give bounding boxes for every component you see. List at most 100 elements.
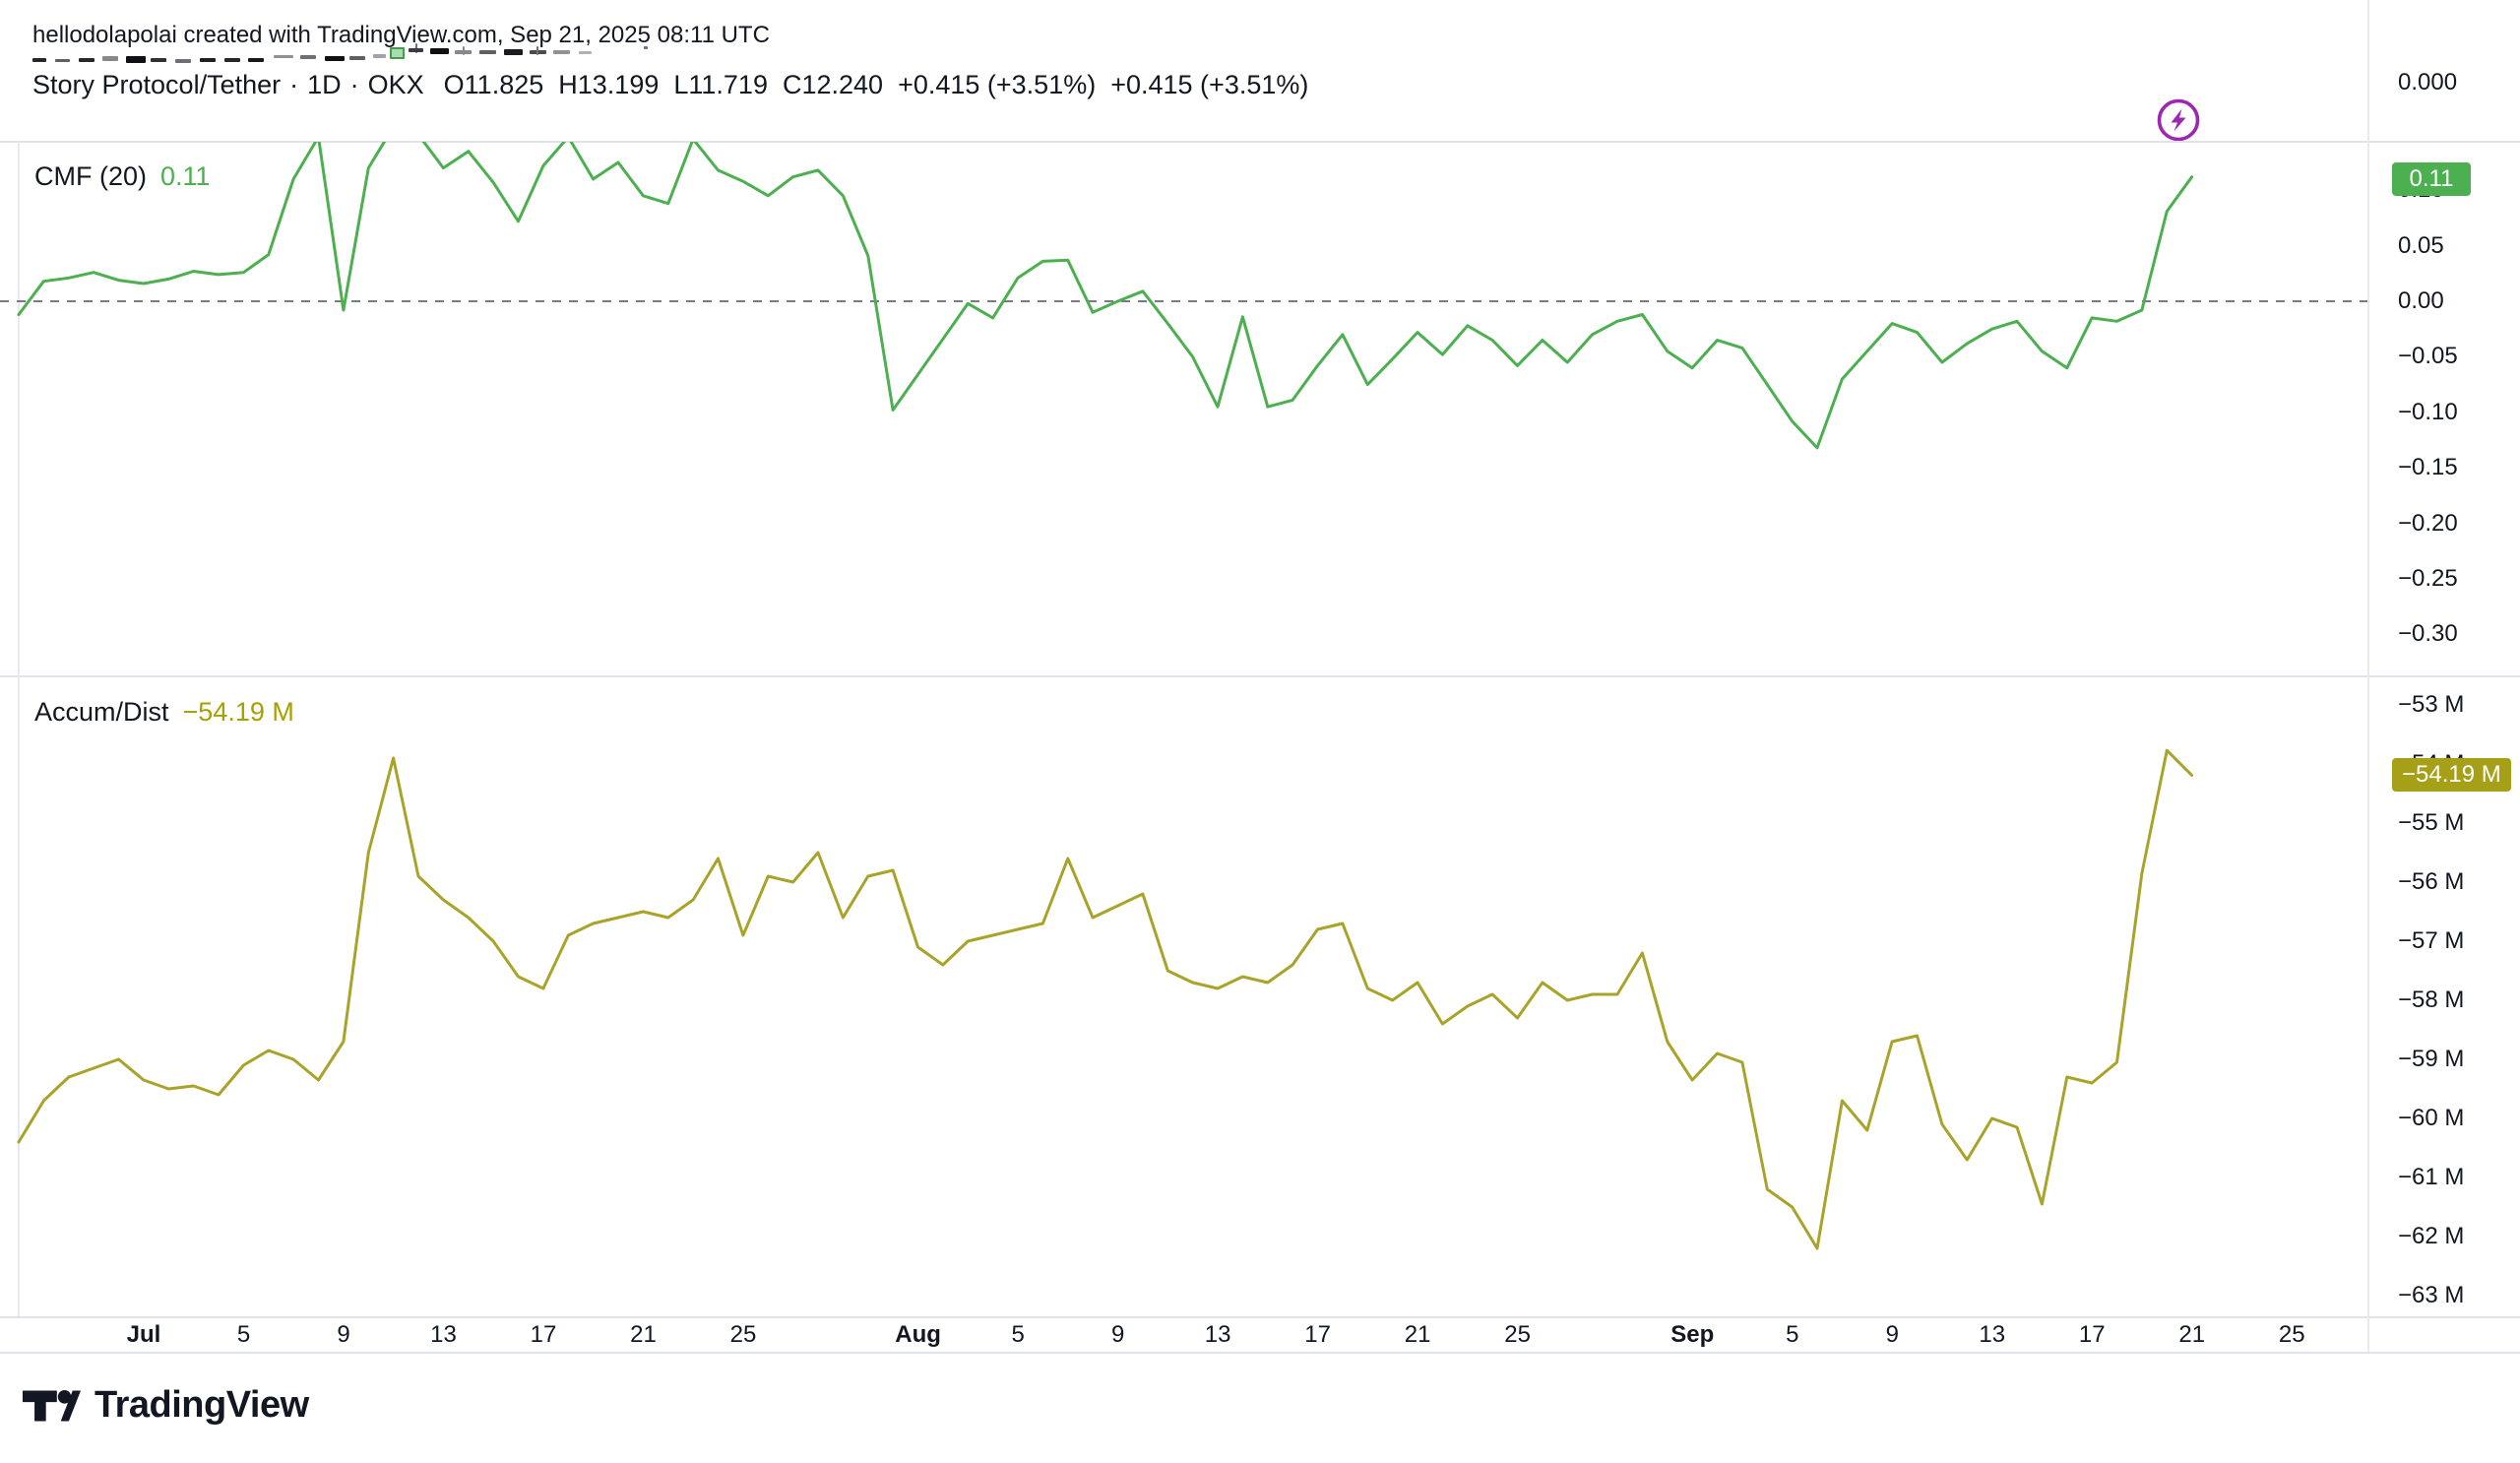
time-tick-label: 17 [2078,1321,2106,1348]
time-tick-label: 25 [2278,1321,2305,1348]
time-tick-label-month: Sep [1670,1321,1715,1348]
accum-axis-tick-label: −57 M [2398,927,2465,954]
divider-accum-timeaxis [0,1316,2520,1318]
candle-remnant [248,58,264,62]
time-tick-label: 13 [1979,1321,2006,1348]
accum-pane-legend[interactable]: Accum/Dist −54.19 M [34,697,294,728]
exchange-label[interactable]: OKX [367,69,424,99]
time-tick-label: 25 [1504,1321,1531,1348]
time-tick-label: 21 [1404,1321,1431,1348]
symbol-name[interactable]: Story Protocol/Tether [32,69,282,99]
time-tick-label: 13 [430,1321,457,1348]
ohlc-high: H13.199 [558,69,660,99]
time-tick-label: 21 [2178,1321,2206,1348]
time-tick-label: 9 [337,1321,350,1348]
time-tick-label: 5 [236,1321,251,1348]
price-change: +0.415 (+3.51%) [898,69,1097,99]
left-pane-border [18,142,20,1316]
cmf-axis-tick-label: −0.30 [2398,620,2458,648]
accum-axis-tick-label: −60 M [2398,1105,2465,1131]
candle-remnant [151,58,166,62]
time-tick-label: 9 [1110,1321,1125,1348]
time-tick-label-month: Aug [895,1321,941,1348]
candle-remnant [349,56,365,60]
cmf-current-value-badge: 0.11 [2392,161,2471,196]
attribution-text: hellodolapolai created with TradingView.… [32,22,770,48]
interval-label[interactable]: 1D [307,69,342,99]
divider-cmf-accum[interactable] [0,675,2520,677]
accum-axis-tick-label: −61 M [2398,1164,2465,1190]
tradingview-logo-icon [22,1389,81,1421]
accum-axis-tick-label: −59 M [2398,1046,2465,1072]
candle-remnant [224,58,240,62]
cmf-axis-tick-label: −0.20 [2398,509,2458,537]
accum-dist-series-line [17,748,2194,1250]
candle-remnant [463,46,465,55]
time-tick-label: 21 [630,1321,657,1348]
price-scale-border[interactable] [2367,0,2369,1352]
accum-axis-tick-label: −55 M [2398,809,2465,836]
candle-remnant [79,58,94,62]
candle-remnant [32,58,46,62]
candle-remnant [644,46,648,49]
candle-remnant [579,51,592,54]
time-tick-label: 5 [1011,1321,1025,1348]
cmf-axis-tick-label: 0.05 [2398,231,2444,259]
candle-remnant [553,50,570,54]
time-tick-label: 13 [1204,1321,1231,1348]
accum-axis-tick-label: −56 M [2398,868,2465,895]
accum-axis-tick-label: −53 M [2398,691,2465,718]
candle-remnant [300,55,316,59]
cmf-pane-legend[interactable]: CMF (20) 0.11 [34,161,211,192]
cmf-axis-tick-label: 0.00 [2398,287,2444,314]
ohlc-close: C12.240 [782,69,884,99]
candle-remnant [102,56,118,61]
accum-axis-tick-label: −58 M [2398,986,2465,1013]
candle-remnant [200,58,216,62]
flash-boost-icon[interactable] [2157,98,2200,142]
separator-dot: · [289,69,299,99]
ohlc-low: L11.719 [673,69,768,99]
candle-remnant [409,48,423,52]
cmf-line-chart[interactable] [0,142,2367,676]
candle-remnant [274,55,293,58]
tradingview-logo[interactable]: TradingView [22,1384,309,1427]
cmf-indicator-value: 0.11 [160,161,211,191]
separator-dot: · [349,69,359,99]
cmf-axis-tick-label: −0.05 [2398,343,2458,370]
tradingview-logo-text: TradingView [94,1384,309,1426]
candle-remnant [126,56,146,63]
cmf-indicator-label[interactable]: CMF (20) [34,161,147,191]
time-tick-label: 25 [729,1321,757,1348]
candle-remnant [175,59,191,63]
accum-axis-tick-label: −63 M [2398,1282,2465,1308]
candle-remnant [504,49,523,55]
cmf-axis-tick-label: −0.15 [2398,454,2458,481]
candle-remnant [373,54,386,58]
candle-remnant [430,48,449,54]
accum-indicator-label[interactable]: Accum/Dist [34,697,169,727]
time-tick-label: 9 [1885,1321,1899,1348]
accum-dist-line-chart[interactable] [0,676,2367,1316]
cmf-axis-tick-label: −0.10 [2398,398,2458,425]
candle-remnant [536,46,538,55]
cmf-series-line [17,142,2194,450]
accum-axis-tick-label: −62 M [2398,1223,2465,1249]
divider-price-cmf[interactable] [0,141,2520,143]
time-tick-label: 17 [1304,1321,1331,1348]
price-change-secondary: +0.415 (+3.51%) [1110,69,1309,99]
ohlc-open: O11.825 [443,69,544,99]
candle-remnant [479,50,496,54]
time-tick-label: 17 [530,1321,557,1348]
price-axis-label[interactable]: 0.000 [2398,69,2458,95]
bottom-border [0,1352,2520,1354]
time-tick-label: 5 [1786,1321,1799,1348]
accum-current-value-badge: −54.19 M [2392,758,2511,793]
time-scale[interactable]: Jul 5 9 13 17 21 25 Aug 5 9 13 17 21 25 Sep 5 9 13 17 21 25 [0,1319,2520,1352]
candle-remnant [325,56,345,61]
price-pane-candle-remnants[interactable] [0,0,2520,69]
cmf-axis-tick-label: −0.25 [2398,565,2458,592]
candle-up [390,47,405,59]
accum-indicator-value: −54.19 M [182,697,294,727]
